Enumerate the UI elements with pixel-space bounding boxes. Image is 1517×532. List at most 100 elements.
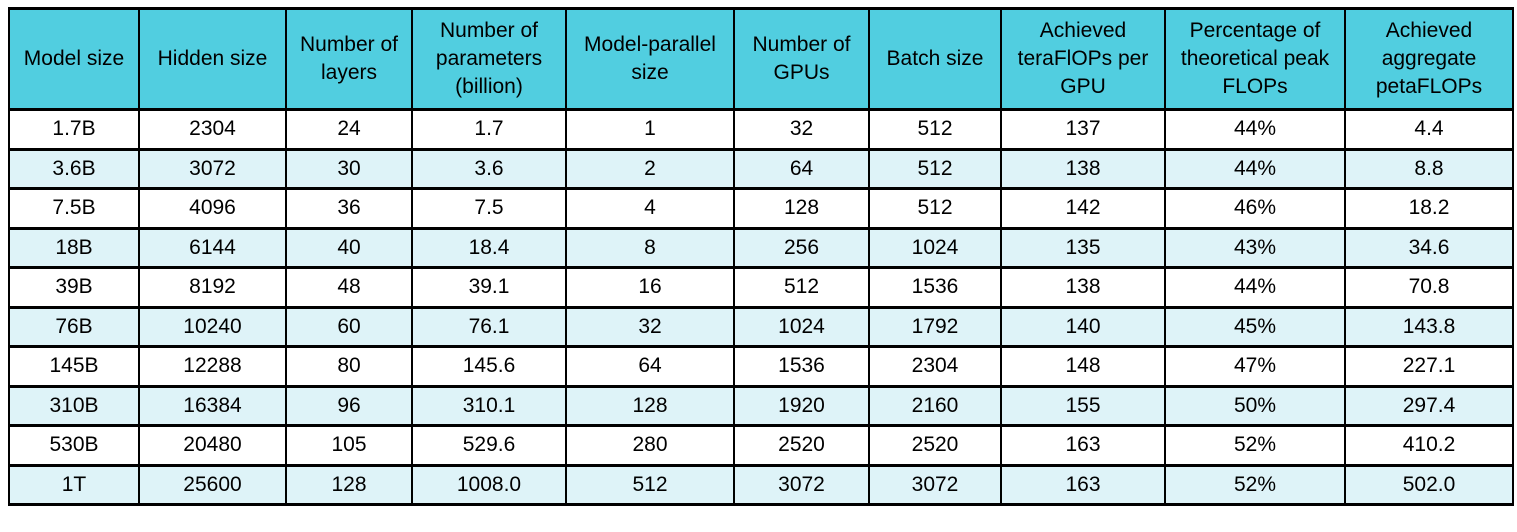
table-cell: 140	[1000, 305, 1166, 348]
table-cell: 24	[285, 108, 413, 151]
table-cell: 7.5B	[8, 187, 140, 230]
table-cell: 52%	[1164, 463, 1346, 506]
table-cell: 1.7	[411, 108, 567, 151]
table-cell: 8192	[138, 266, 287, 309]
table-cell: 34.6	[1344, 226, 1514, 269]
table-cell: 3072	[733, 463, 870, 506]
table-cell: 44%	[1164, 266, 1346, 309]
table-cell: 1008.0	[411, 463, 567, 506]
scaling-results-table-container: Model size Hidden size Number of layers Num…	[8, 7, 1514, 506]
column-header: Percentage of theoretical peak FLOPs	[1164, 7, 1346, 111]
scaling-results-table: Model size Hidden size Number of layers Num…	[8, 7, 1514, 506]
table-cell: 2304	[138, 108, 287, 151]
table-cell: 36	[285, 187, 413, 230]
table-cell: 310B	[8, 384, 140, 427]
table-cell: 39.1	[411, 266, 567, 309]
table-cell: 20480	[138, 424, 287, 467]
table-cell: 44%	[1164, 147, 1346, 190]
table-cell: 310.1	[411, 384, 567, 427]
table-cell: 8	[565, 226, 735, 269]
table-cell: 32	[733, 108, 870, 151]
table-cell: 1024	[733, 305, 870, 348]
table-cell: 512	[733, 266, 870, 309]
table-cell: 32	[565, 305, 735, 348]
table-cell: 18.4	[411, 226, 567, 269]
table-cell: 128	[733, 187, 870, 230]
table-cell: 16384	[138, 384, 287, 427]
column-header: Number of parameters (billion)	[411, 7, 567, 111]
table-cell: 3.6B	[8, 147, 140, 190]
table-cell: 10240	[138, 305, 287, 348]
table-row: 310B 16384 96 310.1 128 1920 2160 155 50% 297.4	[8, 384, 1514, 427]
table-cell: 142	[1000, 187, 1166, 230]
column-header: Achieved teraFlOPs per GPU	[1000, 7, 1166, 111]
table-cell: 163	[1000, 424, 1166, 467]
table-row: 3.6B 3072 30 3.6 2 64 512 138 44% 8.8	[8, 147, 1514, 190]
table-cell: 2520	[868, 424, 1002, 467]
table-cell: 76B	[8, 305, 140, 348]
table-cell: 64	[565, 345, 735, 388]
table-cell: 18B	[8, 226, 140, 269]
table-row: 7.5B 4096 36 7.5 4 128 512 142 46% 18.2	[8, 187, 1514, 230]
table-cell: 155	[1000, 384, 1166, 427]
table-cell: 280	[565, 424, 735, 467]
table-cell: 4096	[138, 187, 287, 230]
table-cell: 18.2	[1344, 187, 1514, 230]
table-cell: 8.8	[1344, 147, 1514, 190]
table-cell: 16	[565, 266, 735, 309]
table-cell: 2304	[868, 345, 1002, 388]
table-cell: 50%	[1164, 384, 1346, 427]
table-cell: 1.7B	[8, 108, 140, 151]
table-row: 1T 25600 128 1008.0 512 3072 3072 163 52% 502.0	[8, 463, 1514, 506]
table-cell: 2520	[733, 424, 870, 467]
table-cell: 4.4	[1344, 108, 1514, 151]
column-header: Number of GPUs	[733, 7, 870, 111]
table-row: 530B 20480 105 529.6 280 2520 2520 163 52% 410.2	[8, 424, 1514, 467]
table-cell: 145.6	[411, 345, 567, 388]
table-cell: 512	[868, 108, 1002, 151]
header-row: Model size Hidden size Number of layers Num…	[8, 7, 1514, 111]
table-cell: 1024	[868, 226, 1002, 269]
table-cell: 3072	[868, 463, 1002, 506]
table-cell: 2160	[868, 384, 1002, 427]
table-cell: 1792	[868, 305, 1002, 348]
table-cell: 530B	[8, 424, 140, 467]
column-header: Batch size	[868, 7, 1002, 111]
table-row: 145B 12288 80 145.6 64 1536 2304 148 47% 227.1	[8, 345, 1514, 388]
table-row: 39B 8192 48 39.1 16 512 1536 138 44% 70.8	[8, 266, 1514, 309]
table-cell: 43%	[1164, 226, 1346, 269]
table-cell: 145B	[8, 345, 140, 388]
table-cell: 25600	[138, 463, 287, 506]
table-cell: 138	[1000, 266, 1166, 309]
table-cell: 80	[285, 345, 413, 388]
table-cell: 47%	[1164, 345, 1346, 388]
table-cell: 1536	[733, 345, 870, 388]
table-cell: 7.5	[411, 187, 567, 230]
table-cell: 512	[868, 147, 1002, 190]
table-cell: 137	[1000, 108, 1166, 151]
table-cell: 512	[565, 463, 735, 506]
table-cell: 44%	[1164, 108, 1346, 151]
table-cell: 45%	[1164, 305, 1346, 348]
table-header: Model size Hidden size Number of layers Num…	[8, 7, 1514, 111]
column-header: Number of layers	[285, 7, 413, 111]
table-cell: 3072	[138, 147, 287, 190]
table-cell: 30	[285, 147, 413, 190]
column-header: Achieved aggregate petaFLOPs	[1344, 7, 1514, 111]
table-cell: 76.1	[411, 305, 567, 348]
table-cell: 1920	[733, 384, 870, 427]
table-cell: 48	[285, 266, 413, 309]
column-header: Hidden size	[138, 7, 287, 111]
table-cell: 135	[1000, 226, 1166, 269]
table-cell: 39B	[8, 266, 140, 309]
table-cell: 512	[868, 187, 1002, 230]
table-cell: 1	[565, 108, 735, 151]
table-body: 1.7B 2304 24 1.7 1 32 512 137 44% 4.4 3.6B 3072 30 3.…	[8, 108, 1514, 506]
table-cell: 227.1	[1344, 345, 1514, 388]
table-cell: 46%	[1164, 187, 1346, 230]
table-cell: 52%	[1164, 424, 1346, 467]
column-header: Model size	[8, 7, 140, 111]
table-cell: 128	[285, 463, 413, 506]
table-cell: 143.8	[1344, 305, 1514, 348]
table-cell: 3.6	[411, 147, 567, 190]
